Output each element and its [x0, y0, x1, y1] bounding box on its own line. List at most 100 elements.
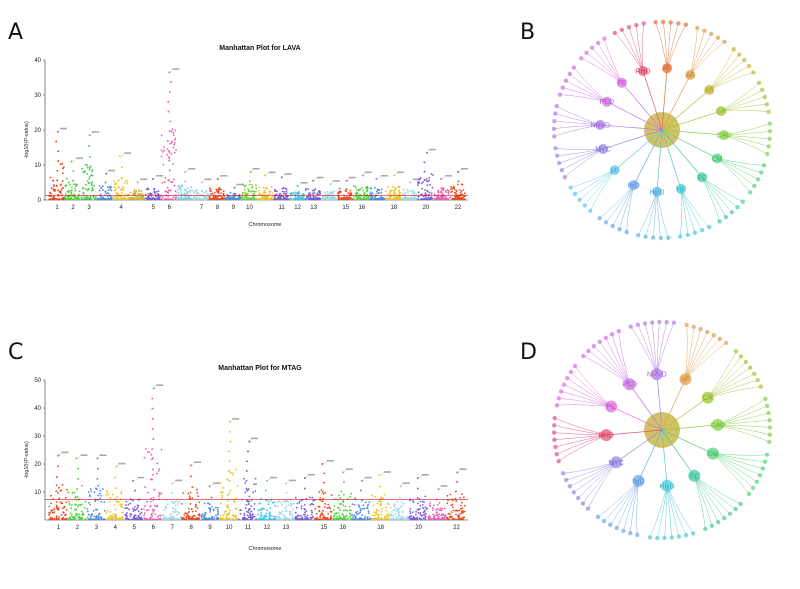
snp-point: [173, 178, 176, 181]
snp-point: [416, 516, 418, 519]
snp-point: [116, 198, 119, 201]
snp-point: [78, 193, 80, 196]
snp-point: [57, 486, 60, 489]
snp-point: [282, 192, 285, 195]
snp-point: [133, 192, 135, 195]
snp-point: [430, 192, 433, 195]
peak-annotation: [326, 460, 334, 462]
snp-point: [132, 479, 134, 482]
snp-point: [228, 460, 231, 463]
snp-point: [442, 513, 444, 515]
chromosome-points-4: [105, 462, 126, 521]
leaf-edge: [561, 391, 612, 407]
snp-point: [315, 512, 318, 515]
network-group-nrvd: NRVD: [628, 319, 677, 431]
snp-point: [344, 505, 347, 508]
snp-point: [423, 509, 426, 512]
leaf-node: [609, 332, 615, 337]
leaf-node: [584, 50, 589, 55]
snp-point: [224, 512, 226, 515]
snp-point: [256, 198, 259, 201]
snp-point: [318, 491, 321, 493]
chromosome-points-6: [160, 68, 180, 201]
snp-point: [347, 192, 350, 194]
snp-point: [342, 480, 345, 483]
snp-point: [140, 192, 142, 195]
leaf-edge: [690, 41, 725, 75]
snp-point: [172, 163, 174, 165]
snp-point: [160, 448, 163, 451]
snp-point: [342, 198, 345, 201]
snp-point: [432, 513, 435, 516]
snp-point: [245, 470, 248, 472]
snp-point: [246, 510, 248, 513]
snp-point: [258, 509, 261, 511]
snp-point: [161, 182, 164, 184]
leaf-node: [560, 85, 565, 90]
group-node: [610, 456, 623, 469]
chart-title: Manhattan Plot for LAVA: [219, 45, 300, 52]
snp-point: [262, 186, 265, 189]
snp-point: [196, 492, 199, 494]
snp-point: [323, 472, 326, 475]
snp-point: [59, 163, 62, 165]
snp-point: [356, 513, 358, 516]
leaf-edge: [612, 185, 634, 227]
snp-point: [322, 509, 324, 512]
snp-point: [91, 186, 94, 189]
snp-point: [248, 189, 251, 192]
snp-point: [283, 500, 285, 503]
snp-point: [417, 191, 420, 194]
snp-point: [88, 145, 90, 147]
snp-point: [438, 513, 440, 516]
snp-point: [174, 129, 177, 132]
leaf-node: [664, 319, 669, 325]
snp-point: [285, 190, 288, 193]
snp-point: [101, 185, 104, 188]
snp-point: [56, 179, 59, 182]
snp-point: [312, 195, 315, 198]
snp-point: [386, 518, 389, 521]
snp-point: [359, 509, 362, 512]
x-tick-label: 20: [415, 525, 422, 531]
snp-point: [293, 193, 296, 196]
chromosome-points-11: [273, 173, 292, 201]
peak-annotation: [156, 175, 164, 177]
leaf-edge: [712, 453, 757, 482]
snp-point: [189, 497, 192, 500]
snp-point: [344, 509, 347, 511]
snp-point: [438, 501, 441, 504]
leaf-node: [692, 230, 698, 235]
snp-point: [333, 514, 336, 517]
snp-point: [268, 517, 271, 519]
snp-point: [352, 196, 355, 198]
snp-point: [268, 190, 271, 193]
snp-point: [281, 510, 284, 513]
snp-point: [337, 192, 339, 195]
snp-point: [292, 192, 295, 194]
snp-point: [220, 192, 222, 195]
snp-point: [346, 198, 349, 201]
snp-point: [247, 197, 249, 200]
snp-point: [462, 518, 465, 521]
panel-label-d: D: [520, 340, 537, 365]
snp-point: [154, 504, 156, 507]
snp-point: [377, 513, 380, 516]
snp-point: [447, 190, 450, 192]
snp-point: [146, 509, 148, 512]
snp-point: [335, 518, 338, 521]
snp-point: [194, 190, 197, 193]
snp-point: [209, 507, 212, 510]
snp-point: [391, 518, 394, 521]
leaf-edge: [616, 480, 639, 529]
snp-point: [206, 198, 209, 201]
peak-annotation: [60, 127, 68, 130]
snp-point: [187, 515, 190, 517]
leaf-node: [581, 353, 586, 359]
snp-point: [248, 180, 251, 183]
snp-point: [172, 131, 175, 134]
snp-point: [73, 187, 76, 190]
leaf-edge: [690, 33, 712, 75]
leaf-edge: [651, 322, 658, 375]
snp-point: [53, 517, 56, 520]
